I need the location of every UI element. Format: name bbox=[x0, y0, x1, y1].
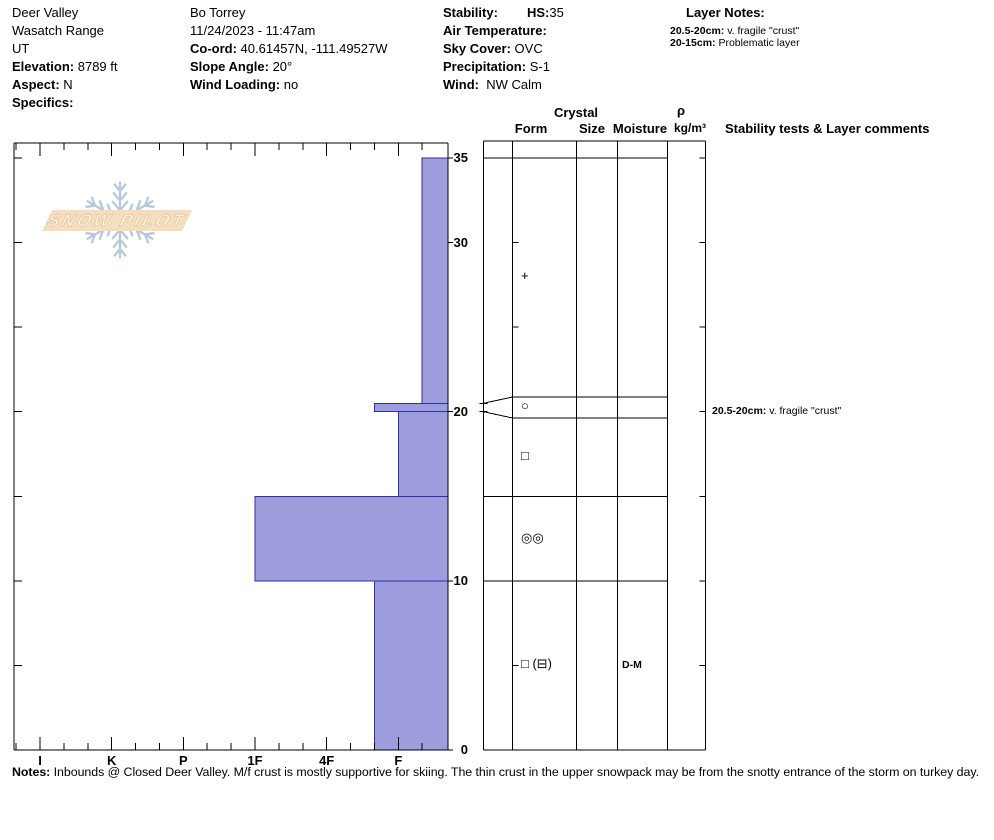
axis-line bbox=[483, 411, 513, 419]
wind-field: Wind: NW Calm bbox=[443, 77, 542, 92]
axis-line bbox=[483, 396, 513, 404]
precipitation-field: Precipitation: S-1 bbox=[443, 59, 550, 74]
hardness-axis-label: F bbox=[394, 753, 403, 768]
header-location-column: Deer Valley Wasatch Range UT Elevation: … bbox=[12, 5, 118, 113]
depth-axis-label: 35 bbox=[453, 150, 468, 165]
observation-datetime: 11/24/2023 - 11:47am bbox=[190, 23, 316, 38]
moisture-column-header: Moisture bbox=[612, 121, 668, 136]
hardness-layer-bar bbox=[254, 495, 449, 582]
coordinates-field: Co-ord: 40.61457N, -111.49527W bbox=[190, 41, 388, 56]
density-units-header: kg/m³ bbox=[673, 121, 706, 135]
elevation-field: Elevation: 8789 ft bbox=[12, 59, 118, 74]
crystal-column-header: Crystal bbox=[553, 105, 599, 120]
moisture-value: D-M bbox=[622, 659, 642, 672]
hardness-axis-label: P bbox=[178, 753, 188, 768]
size-column-header: Size bbox=[578, 121, 605, 136]
layer-comment: 20.5-20cm: v. fragile "crust" bbox=[712, 405, 841, 417]
observer-name: Bo Torrey bbox=[190, 5, 246, 20]
grain-form-symbol: ○ bbox=[521, 398, 529, 414]
wind-loading-field: Wind Loading: no bbox=[190, 77, 299, 92]
hardness-axis-label: I bbox=[38, 753, 42, 768]
pit-notes: Notes: Inbounds @ Closed Deer Valley. M/… bbox=[12, 765, 979, 779]
density-symbol-header: ρ bbox=[676, 103, 686, 118]
layer-comment-text: v. fragile "crust" bbox=[766, 405, 842, 418]
hardness-layer-bar bbox=[397, 411, 449, 497]
layer-note-item: 20-15cm: Problematic layer bbox=[670, 37, 800, 49]
grain-form-symbol: □ (⊟) bbox=[521, 656, 553, 672]
stability-tests-header: Stability tests & Layer comments bbox=[725, 121, 930, 136]
layer-notes-title: Layer Notes: bbox=[686, 5, 765, 20]
slope-angle-field: Slope Angle: 20° bbox=[190, 59, 293, 74]
air-temperature-field: Air Temperature: bbox=[443, 23, 547, 38]
sky-cover-field: Sky Cover: OVC bbox=[443, 41, 543, 56]
hs-field: HS:35 bbox=[527, 5, 564, 20]
site-name: Deer Valley bbox=[12, 5, 79, 20]
layer-note-item: 20.5-20cm: v. fragile "crust" bbox=[670, 25, 800, 37]
form-column-header: Form bbox=[514, 121, 548, 136]
hardness-axis-label: 4F bbox=[319, 753, 335, 768]
header-observer-column: Bo Torrey 11/24/2023 - 11:47am Co-ord: 4… bbox=[190, 5, 388, 95]
depth-axis-label: 0 bbox=[460, 742, 468, 757]
grain-form-symbol: ◎◎ bbox=[521, 529, 544, 545]
specifics-field: Specifics: bbox=[12, 95, 74, 110]
depth-axis-label: 20 bbox=[453, 403, 468, 419]
layer-comment-depth: 20.5-20cm: bbox=[712, 405, 767, 418]
hardness-layer-bar bbox=[373, 580, 449, 751]
grain-form-symbol: + bbox=[521, 268, 529, 284]
depth-axis-label: 10 bbox=[453, 572, 468, 588]
depth-axis-label: 30 bbox=[453, 234, 468, 250]
state-name: UT bbox=[12, 41, 30, 56]
hardness-axis-label: 1F bbox=[247, 753, 263, 768]
aspect-field: Aspect: N bbox=[12, 77, 73, 92]
stability-field: Stability: bbox=[443, 5, 498, 20]
hardness-layer-bar bbox=[421, 157, 449, 404]
hardness-axis-label: K bbox=[106, 753, 117, 768]
grain-form-symbol: □ bbox=[521, 448, 529, 464]
header-conditions-column: Stability: Air Temperature: Sky Cover: O… bbox=[443, 5, 550, 95]
range-name: Wasatch Range bbox=[12, 23, 105, 38]
